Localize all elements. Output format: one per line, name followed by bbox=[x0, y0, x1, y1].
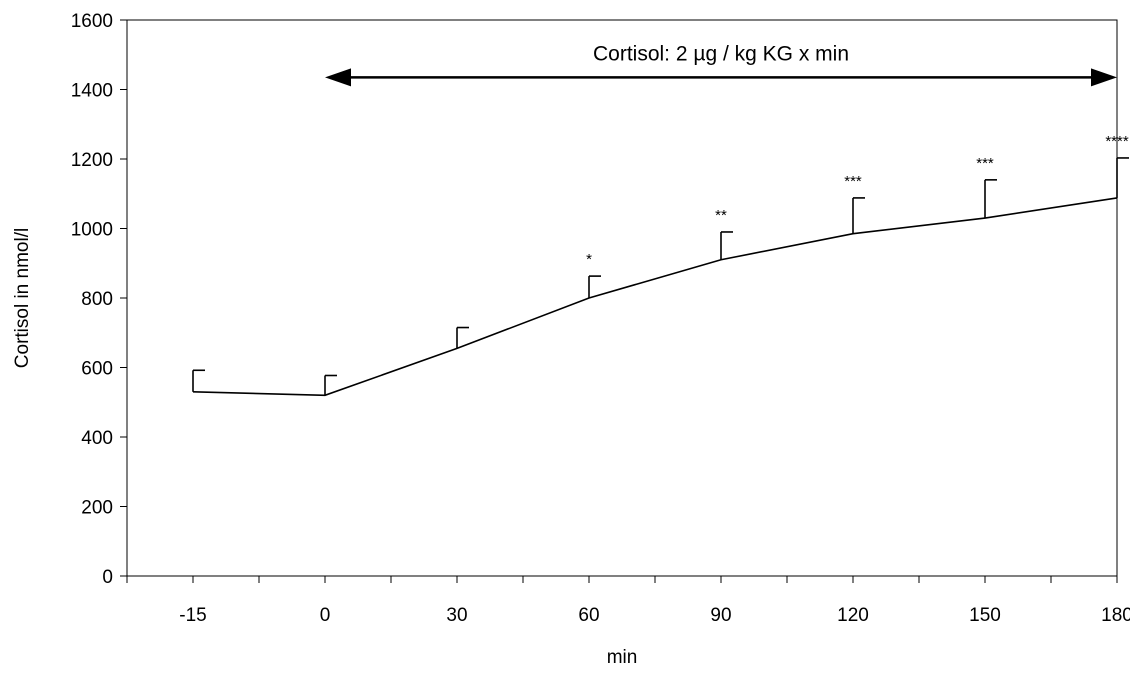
x-tick-label: 60 bbox=[578, 605, 599, 626]
y-tick-label: 1200 bbox=[71, 150, 113, 171]
y-axis: 0 200 400 600 800 1000 1200 1400 1600 bbox=[71, 11, 127, 588]
plot-frame bbox=[126, 19, 1118, 577]
arrowhead-right bbox=[1091, 68, 1117, 87]
x-tick-label: 30 bbox=[446, 605, 467, 626]
x-tick-label: -15 bbox=[179, 605, 206, 626]
significance-label: **** bbox=[1105, 133, 1129, 150]
x-tick-label: 90 bbox=[710, 605, 731, 626]
significance-label: *** bbox=[844, 173, 862, 190]
y-tick-label: 1000 bbox=[71, 220, 113, 241]
series-line bbox=[192, 197, 1118, 397]
y-tick-label: 600 bbox=[81, 359, 113, 380]
x-tick-label: 0 bbox=[320, 605, 331, 626]
x-tick-label: 150 bbox=[969, 605, 1001, 626]
infusion-annotation: Cortisol: 2 µg / kg KG x min bbox=[325, 42, 1117, 87]
significance-label: *** bbox=[976, 155, 994, 172]
significance-label: ** bbox=[715, 207, 727, 224]
y-tick-label: 1400 bbox=[71, 81, 113, 102]
x-tick-label: 180 bbox=[1101, 605, 1130, 626]
y-tick-label: 1600 bbox=[71, 11, 113, 32]
annotation-label: Cortisol: 2 µg / kg KG x min bbox=[593, 42, 849, 65]
arrowhead-left bbox=[325, 68, 351, 87]
x-tick-label: 120 bbox=[837, 605, 869, 626]
y-axis-title: Cortisol in nmol/l bbox=[12, 228, 33, 368]
x-axis: -15 0 30 60 90 120 150 180 bbox=[126, 576, 1130, 626]
y-tick-label: 800 bbox=[81, 289, 113, 310]
significance-label: * bbox=[586, 251, 592, 268]
series-cortisol: ************* bbox=[192, 133, 1129, 397]
y-tick-label: 200 bbox=[81, 498, 113, 519]
y-tick-label: 400 bbox=[81, 428, 113, 449]
y-tick-label: 0 bbox=[102, 567, 113, 588]
x-axis-title: min bbox=[607, 647, 638, 668]
